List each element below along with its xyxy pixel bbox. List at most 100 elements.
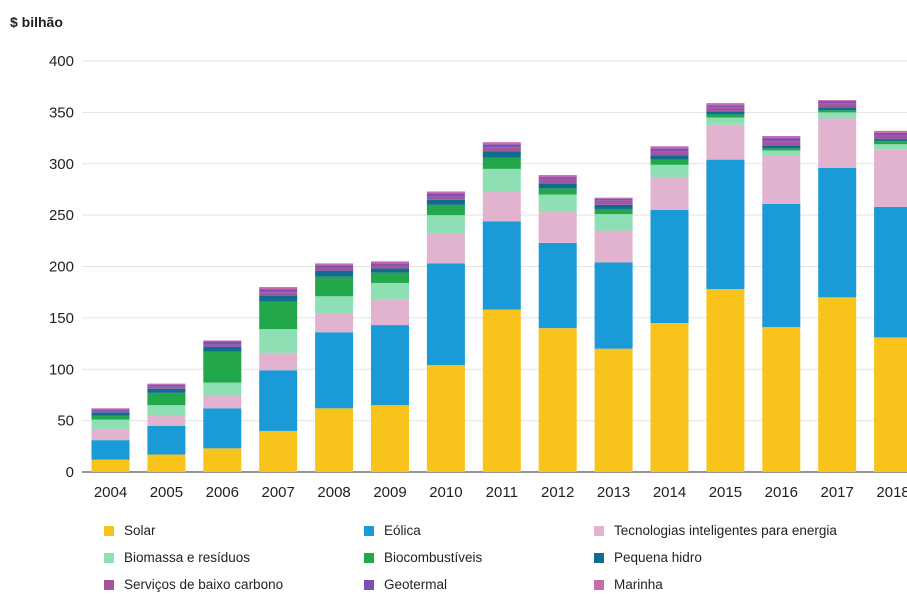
bar-segment-2015-series-2 xyxy=(706,124,745,160)
bar-segment-2013-series-2 xyxy=(594,230,633,263)
bar-segment-2010-series-0 xyxy=(426,365,465,472)
bar-segment-2006-series-7 xyxy=(203,341,242,345)
bar-segment-2010-series-6 xyxy=(426,196,465,200)
legend-label: Tecnologias inteligentes para energia xyxy=(614,523,837,538)
bar-segment-2015-series-0 xyxy=(706,289,745,472)
bar-segment-2012-series-3 xyxy=(538,194,577,213)
bar-segment-2011-series-8 xyxy=(482,142,521,145)
bar-segment-2010-series-2 xyxy=(426,233,465,264)
bar-segment-2014-series-7 xyxy=(650,148,689,152)
bar-segment-2012-series-4 xyxy=(538,188,577,195)
bar-segment-2014-series-0 xyxy=(650,323,689,472)
bar-segment-2005-series-0 xyxy=(147,454,186,472)
bar-segment-2007-series-4 xyxy=(259,301,298,330)
x-tick-label: 2006 xyxy=(206,484,239,501)
bar-segment-2009-series-7 xyxy=(371,263,409,266)
bar-segment-2011-series-0 xyxy=(482,309,521,472)
x-tick-label: 2017 xyxy=(821,484,854,501)
x-tick-label: 2004 xyxy=(94,484,127,501)
bar-segment-2014-series-5 xyxy=(650,155,689,160)
bar-segment-2013-series-3 xyxy=(594,214,633,231)
legend-item: Biocombustíveis xyxy=(364,550,482,565)
x-tick-label: 2009 xyxy=(373,484,406,501)
legend-swatch xyxy=(594,579,604,590)
bar-segment-2008-series-5 xyxy=(315,270,354,277)
bar-segment-2011-series-4 xyxy=(482,157,521,169)
x-tick-label: 2018 xyxy=(876,484,907,501)
bar-segment-2013-series-0 xyxy=(594,348,633,472)
legend-swatch xyxy=(104,579,114,590)
bar-segment-2018-series-1 xyxy=(874,206,907,338)
bar-segment-2008-series-1 xyxy=(315,332,354,409)
y-tick-label: 50 xyxy=(57,413,74,430)
bar-segment-2007-series-0 xyxy=(259,430,298,472)
bar-segment-2016-series-6 xyxy=(762,141,801,146)
bar-segment-2013-series-6 xyxy=(594,200,633,205)
bar-segment-2007-series-2 xyxy=(259,352,298,371)
legend-item: Marinha xyxy=(594,577,663,592)
bar-segment-2006-series-0 xyxy=(203,448,242,472)
bar-segment-2013-series-4 xyxy=(594,208,633,215)
bar-segment-2011-series-6 xyxy=(482,147,521,152)
bar-segment-2008-series-2 xyxy=(315,313,354,333)
x-tick-label: 2011 xyxy=(486,484,518,501)
bar-segment-2015-series-5 xyxy=(706,111,745,115)
legend-swatch xyxy=(364,552,374,563)
bar-segment-2006-series-5 xyxy=(203,346,242,352)
bar-segment-2012-series-6 xyxy=(538,179,577,184)
bar-segment-2004-series-1 xyxy=(91,440,130,460)
bar-segment-2009-series-2 xyxy=(371,299,409,326)
x-tick-label: 2013 xyxy=(597,484,630,501)
x-tick-label: 2016 xyxy=(765,484,798,501)
legend-swatch xyxy=(364,579,374,590)
bar-segment-2010-series-3 xyxy=(426,215,465,234)
bar-segment-2018-series-8 xyxy=(874,130,907,133)
bar-segment-2013-series-8 xyxy=(594,197,633,199)
legend-label: Geotermal xyxy=(384,577,448,592)
bar-segment-2015-series-1 xyxy=(706,159,745,290)
bar-segment-2018-series-7 xyxy=(874,132,907,135)
bar-segment-2018-series-3 xyxy=(874,144,907,150)
legend-item: Biomassa e resíduos xyxy=(104,550,250,565)
bar-segment-2006-series-4 xyxy=(203,351,242,383)
bar-segment-2018-series-0 xyxy=(874,337,907,472)
bar-segment-2004-series-5 xyxy=(91,412,130,416)
bar-segment-2008-series-0 xyxy=(315,408,354,472)
bar-segment-2008-series-8 xyxy=(315,263,354,266)
bar-segment-2004-series-7 xyxy=(91,409,130,412)
legend-item: Serviços de baixo carbono xyxy=(104,577,283,592)
bar-segment-2017-series-2 xyxy=(818,118,857,168)
bar-segment-2006-series-8 xyxy=(203,340,242,342)
bar-segment-2016-series-2 xyxy=(762,155,801,204)
x-tick-label: 2007 xyxy=(262,484,295,501)
bar-segment-2012-series-8 xyxy=(538,175,577,178)
bar-segment-2011-series-2 xyxy=(482,191,521,222)
bar-segment-2011-series-1 xyxy=(482,221,521,310)
bar-segment-2009-series-4 xyxy=(371,272,409,283)
bar-segment-2007-series-6 xyxy=(259,292,298,296)
bar-segment-2011-series-5 xyxy=(482,151,521,158)
legend-item: Eólica xyxy=(364,523,421,538)
bar-segment-2008-series-6 xyxy=(315,267,354,271)
bar-segment-2013-series-5 xyxy=(594,204,633,209)
bar-segment-2015-series-4 xyxy=(706,114,745,118)
bar-segment-2017-series-1 xyxy=(818,167,857,298)
x-tick-label: 2005 xyxy=(150,484,183,501)
x-tick-label: 2010 xyxy=(429,484,462,501)
bar-segment-2017-series-3 xyxy=(818,112,857,119)
y-tick-label: 300 xyxy=(49,156,74,173)
bar-segment-2010-series-8 xyxy=(426,191,465,194)
bar-segment-2010-series-5 xyxy=(426,199,465,205)
y-axis-ticks: 0 50 100 150 200 250 300 350 400 xyxy=(49,53,74,481)
bar-segment-2018-series-6 xyxy=(874,134,907,140)
legend-swatch xyxy=(594,525,604,536)
bar-segment-2017-series-8 xyxy=(818,100,857,102)
bar-segment-2004-series-0 xyxy=(91,459,130,472)
bar-segment-2004-series-8 xyxy=(91,408,130,410)
bar-segment-2005-series-6 xyxy=(147,386,186,389)
bar-segment-2015-series-8 xyxy=(706,103,745,106)
legend-item: Tecnologias inteligentes para energia xyxy=(594,523,837,538)
bar-segment-2012-series-1 xyxy=(538,242,577,329)
bar-segment-2014-series-4 xyxy=(650,159,689,165)
